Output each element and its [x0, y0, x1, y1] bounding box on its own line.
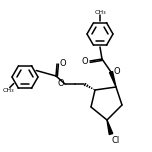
Text: O: O	[113, 67, 120, 76]
Text: CH₃: CH₃	[94, 9, 106, 14]
Text: O: O	[57, 78, 64, 88]
Text: Cl: Cl	[112, 136, 120, 145]
Text: O: O	[81, 57, 88, 66]
Text: O: O	[59, 59, 66, 69]
Text: CH₃: CH₃	[3, 88, 15, 93]
Polygon shape	[109, 71, 116, 87]
Polygon shape	[107, 120, 113, 135]
